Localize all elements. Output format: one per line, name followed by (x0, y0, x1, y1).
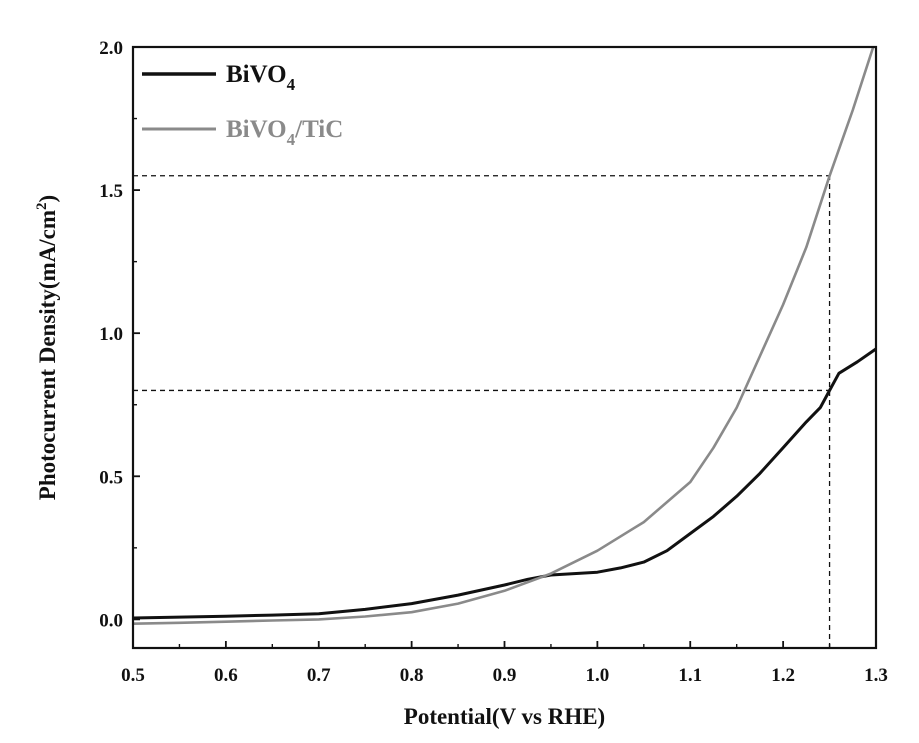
y-tick-label: 0.5 (99, 467, 123, 488)
y-tick-label: 0.0 (99, 610, 123, 631)
x-tick-label: 1.2 (771, 665, 795, 686)
y-tick-label: 1.0 (99, 324, 123, 345)
series-line-1 (133, 349, 876, 618)
reference-lines (133, 176, 830, 648)
legend-label-1: BiVO4 (226, 61, 296, 94)
x-tick-label: 0.5 (121, 665, 145, 686)
x-tick-label: 1.1 (678, 665, 702, 686)
y-tick-label: 2.0 (99, 38, 123, 59)
legend-label-2: BiVO4/TiC (226, 116, 343, 149)
x-tick-label: 0.8 (400, 665, 424, 686)
x-tick-label: 0.7 (307, 665, 331, 686)
x-tick-label: 1.0 (586, 665, 610, 686)
x-tick-label: 1.3 (864, 665, 888, 686)
x-axis-title: Potential(V vs RHE) (404, 704, 605, 729)
y-axis-title: Photocurrent Density(mA/cm2) (34, 195, 60, 500)
x-tick-label: 0.9 (493, 665, 517, 686)
x-tick-label: 0.6 (214, 665, 238, 686)
legend: BiVO4 BiVO4/TiC (142, 61, 343, 149)
y-tick-label: 1.5 (99, 181, 123, 202)
